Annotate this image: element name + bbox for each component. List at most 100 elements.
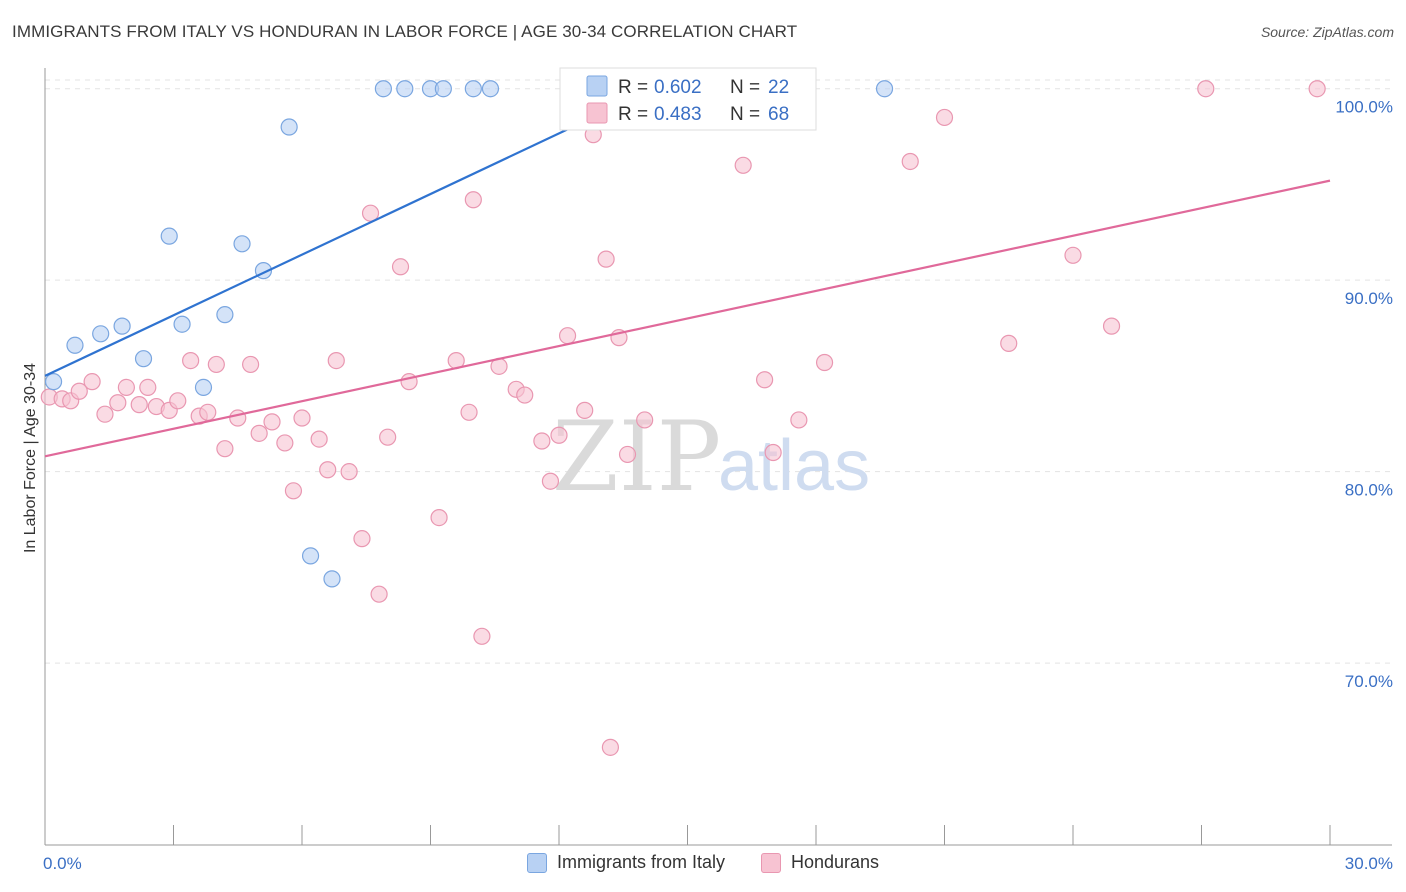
data-point-italy (113, 317, 131, 335)
data-point-italy (160, 227, 178, 245)
series-swatch-italy (526, 852, 547, 873)
chart-title: IMMIGRANTS FROM ITALY VS HONDURAN IN LAB… (12, 22, 798, 41)
y-tick-label: 80.0% (1345, 481, 1393, 500)
data-point-hondurans (790, 411, 808, 429)
series-swatch-hondurans (760, 852, 781, 873)
data-point-hondurans (130, 396, 148, 414)
data-point-hondurans (182, 351, 200, 370)
y-tick-label: 100.0% (1335, 98, 1393, 117)
y-axis-title: In Labor Force | Age 30-34 (22, 363, 39, 553)
data-point-hondurans (96, 405, 114, 423)
legend-n-label-hondurans: N = (730, 104, 760, 125)
data-point-hondurans (391, 258, 410, 276)
data-point-hondurans (1000, 334, 1018, 352)
data-point-italy (464, 80, 482, 98)
data-point-hondurans (199, 403, 217, 421)
data-point-italy (66, 336, 84, 354)
data-point-italy (173, 315, 191, 333)
data-point-hondurans (117, 378, 135, 397)
y-tick-label: 70.0% (1345, 672, 1393, 691)
trend-line-italy (44, 83, 663, 377)
watermark: ZIP atlas (552, 401, 870, 513)
legend-n-value-italy: 22 (768, 77, 789, 98)
data-point-hondurans (1064, 246, 1082, 264)
data-point-hondurans (558, 327, 577, 345)
data-point-italy (323, 570, 341, 588)
data-point-hondurans (601, 738, 620, 756)
data-point-hondurans (464, 191, 482, 209)
source-label: Source: ZipAtlas.com (1260, 24, 1394, 40)
series-label-italy: Immigrants from Italy (556, 852, 725, 872)
series-legend-italy: Immigrants from Italy (526, 852, 725, 873)
trend-lines (44, 83, 1331, 458)
data-point-hondurans (327, 351, 345, 370)
x-tick-label: 0.0% (43, 854, 82, 873)
data-point-hondurans (169, 392, 187, 410)
data-point-hondurans (1308, 80, 1326, 98)
series-legend-hondurans: Hondurans (760, 852, 880, 873)
data-point-italy (374, 80, 392, 98)
data-point-italy (194, 378, 213, 397)
trend-line-hondurans (44, 179, 1331, 458)
data-point-hondurans (340, 463, 358, 481)
series-label-hondurans: Hondurans (790, 852, 880, 872)
data-point-italy (301, 547, 320, 565)
axes (44, 68, 1392, 846)
correlation-legend: R = 0.602 N = 22 R = 0.483 N = 68 (559, 67, 817, 131)
data-point-hondurans (935, 108, 954, 127)
series-legend: Immigrants from Italy Hondurans (0, 852, 1406, 873)
data-point-hondurans (293, 409, 311, 427)
data-point-hondurans (430, 508, 448, 527)
data-point-italy (92, 325, 110, 343)
y-tick-labels: 70.0% 80.0% 90.0% 100.0% (1335, 98, 1393, 691)
data-point-italy (44, 373, 63, 391)
legend-n-label-italy: N = (730, 77, 760, 98)
data-point-italy (434, 80, 452, 98)
legend-swatch-italy (586, 75, 608, 97)
data-point-hondurans (139, 378, 157, 397)
data-point-hondurans (473, 627, 491, 645)
legend-r-value-hondurans: 0.483 (654, 104, 702, 125)
data-point-hondurans (815, 353, 834, 372)
data-point-hondurans (250, 424, 268, 442)
data-point-hondurans (755, 371, 774, 389)
data-point-hondurans (263, 413, 281, 431)
data-point-hondurans (83, 373, 101, 391)
legend-r-label-italy: R = (618, 77, 648, 98)
data-point-hondurans (284, 482, 303, 500)
data-point-hondurans (550, 426, 568, 444)
legend-n-value-hondurans: 68 (768, 104, 789, 125)
watermark-atlas: atlas (718, 426, 870, 506)
data-point-italy (216, 306, 234, 324)
data-point-italy (396, 80, 414, 98)
data-point-hondurans (576, 401, 594, 419)
data-point-hondurans (901, 152, 919, 171)
data-point-hondurans (310, 430, 328, 448)
x-tick-labels: 0.0% 30.0% (43, 854, 1393, 873)
data-point-italy (233, 235, 251, 253)
data-point-hondurans (276, 434, 294, 452)
data-point-hondurans (379, 428, 397, 446)
data-point-hondurans (1197, 80, 1215, 98)
data-point-hondurans (216, 440, 234, 458)
x-tick-label: 30.0% (1345, 854, 1393, 873)
data-point-hondurans (229, 409, 247, 427)
data-point-italy (875, 80, 894, 98)
legend-r-label-hondurans: R = (618, 104, 648, 125)
data-point-hondurans (242, 355, 260, 374)
data-point-hondurans (541, 472, 560, 490)
data-point-hondurans (70, 382, 88, 400)
data-point-hondurans (109, 394, 127, 412)
data-point-hondurans (533, 432, 551, 450)
data-point-hondurans (597, 250, 615, 268)
data-point-italy (280, 118, 298, 136)
data-point-hondurans (764, 443, 782, 462)
data-point-hondurans (460, 403, 478, 421)
data-point-hondurans (734, 156, 752, 174)
data-point-hondurans (370, 585, 388, 603)
data-point-hondurans (618, 445, 637, 464)
data-point-italy (134, 350, 153, 368)
data-point-hondurans (636, 411, 654, 429)
data-point-hondurans (516, 386, 534, 404)
